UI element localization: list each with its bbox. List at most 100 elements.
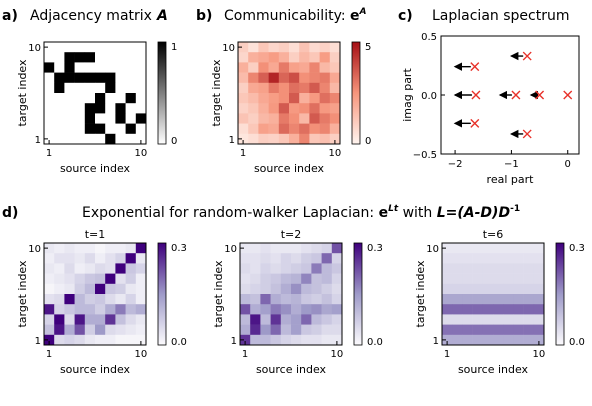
heatmap-cell <box>64 93 75 104</box>
heatmap-cell <box>74 273 86 285</box>
heatmap-cell <box>289 93 300 104</box>
axis-ticks <box>44 46 142 144</box>
heatmap-cell <box>54 334 65 346</box>
heatmap-cell <box>329 72 341 84</box>
heatmap-cell <box>54 283 65 295</box>
subplot-title: t=1 <box>85 228 106 241</box>
heatmap-cell <box>289 103 300 114</box>
x-axis-label: source index <box>60 162 131 175</box>
heatmap-cell <box>533 253 545 264</box>
heatmap-cell <box>74 324 86 336</box>
heatmap-cell <box>95 62 106 73</box>
heatmap-cell <box>331 243 343 254</box>
heatmap-cell <box>64 273 75 285</box>
heatmap-cell <box>472 294 484 305</box>
panel-d-base: e <box>379 205 389 221</box>
heatmap-cell <box>250 314 261 325</box>
heatmap-cell <box>105 103 116 114</box>
heatmap-cell <box>240 253 251 264</box>
heatmap-cell <box>54 113 65 124</box>
heatmap-cell <box>258 113 269 124</box>
heatmap-cell <box>238 52 249 63</box>
heatmap-cell <box>319 103 331 114</box>
heatmap-cell <box>125 113 137 124</box>
heatmap-cell <box>115 334 126 346</box>
heatmap-cell <box>482 334 494 346</box>
heatmap-cell <box>248 62 259 73</box>
heatmap-cell <box>250 334 261 346</box>
heatmap-cell <box>105 42 116 53</box>
heatmap-cell <box>135 273 147 285</box>
heatmap-cell <box>533 304 545 315</box>
heatmap-cell <box>238 133 249 145</box>
heatmap-cell <box>115 93 126 104</box>
heatmap-cell <box>125 334 137 346</box>
colorbar <box>353 242 363 346</box>
eigenvalue-point <box>522 51 532 61</box>
x-tick-label: −2 <box>448 159 463 170</box>
heatmap-cell <box>301 324 312 336</box>
heatmap-cell <box>533 314 545 325</box>
heatmap-cell <box>258 103 269 114</box>
heatmap-cell <box>462 314 473 325</box>
y-axis-label: target index <box>16 59 29 127</box>
heatmap-cell <box>74 294 86 305</box>
panel-d-title: Exponential for random-walker Laplacian:… <box>82 204 520 221</box>
heatmap-cell <box>291 273 302 285</box>
heatmap-cell <box>280 334 292 346</box>
heatmap-cell <box>482 263 494 274</box>
heatmap-cell <box>95 263 106 274</box>
heatmap-walker_t2: 1 10 1 10 source index target index t=2 0.3 0.0 <box>212 228 383 376</box>
heatmap-cell <box>115 123 126 135</box>
x-tick-label: 10 <box>135 349 148 360</box>
heatmap-cell <box>513 294 524 305</box>
y-axis-label: target index <box>16 260 29 328</box>
heatmap-cell <box>493 334 504 346</box>
heatmap-cell <box>321 243 333 254</box>
heatmap-cell <box>309 42 320 53</box>
heatmap-cell <box>258 82 269 94</box>
heatmap-cell <box>105 273 116 285</box>
heatmap-cell <box>493 314 504 325</box>
heatmap-cell <box>462 304 473 315</box>
heatmap-cell <box>299 82 310 94</box>
heatmap-cell <box>115 263 126 274</box>
heatmap-cell <box>291 324 302 336</box>
heatmap-cell <box>250 304 261 315</box>
heatmap-cell <box>331 283 343 295</box>
heatmap-cell <box>95 52 106 63</box>
heatmap-cell <box>319 82 331 94</box>
heatmap-cell <box>278 62 290 73</box>
heatmap-cell <box>321 324 333 336</box>
heatmap-cell <box>135 243 147 254</box>
x-tick-label: 1 <box>46 148 52 159</box>
heatmap-cell <box>135 283 147 295</box>
heatmap-cell <box>125 72 137 84</box>
eigenvalue-point <box>522 129 532 139</box>
heatmap-cell <box>482 324 494 336</box>
heatmap-cell <box>54 263 65 274</box>
x-tick-label: 1 <box>242 349 248 360</box>
heatmap-cell <box>64 82 75 94</box>
y-tick-label: 1 <box>35 135 41 146</box>
heatmap-cell <box>74 93 86 104</box>
colorbar <box>157 242 167 346</box>
eigenvalue-point <box>535 90 545 100</box>
heatmap-cell <box>74 82 86 94</box>
heatmap-cell <box>462 334 473 346</box>
heatmap-cell <box>291 283 302 295</box>
panel-d-letter: d) <box>2 205 18 221</box>
heatmap-cell <box>523 243 535 254</box>
y-tick-label: −0.5 <box>413 150 437 161</box>
heatmap-cell <box>95 133 106 145</box>
heatmap-cell <box>482 304 494 315</box>
heatmap-cell <box>442 283 453 295</box>
heatmap-cell <box>54 324 65 336</box>
heatmap-cell <box>44 304 55 315</box>
heatmap-cell <box>533 263 545 274</box>
heatmap-cell <box>125 314 137 325</box>
heatmap-cell <box>54 123 65 135</box>
heatmap-cell <box>95 123 106 135</box>
heatmap-cell <box>513 324 524 336</box>
